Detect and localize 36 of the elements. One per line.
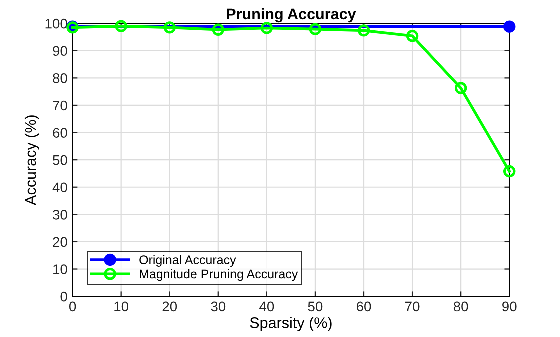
y-tick-label: 80: [53, 74, 68, 84]
y-axis-title: Accuracy (%): [24, 116, 40, 206]
legend-label: Original Accuracy: [140, 255, 236, 267]
y-tick-label: 0: [60, 292, 68, 302]
x-axis-title: Sparsity (%): [250, 317, 332, 332]
point: [164, 22, 176, 34]
legend-label: Magnitude Pruning Accuracy: [140, 269, 298, 282]
y-tick-label: 10: [54, 264, 68, 274]
point: [503, 165, 516, 178]
point: [358, 24, 370, 37]
x-tick-label: 50: [308, 302, 323, 312]
point: [406, 30, 419, 42]
x-tick-label: 80: [454, 302, 468, 312]
y-tick-label: 70: [53, 100, 68, 111]
y-tick-label: 40: [52, 182, 68, 193]
x-tick-label: 90: [502, 302, 517, 312]
chart-title: Pruning Accuracy: [227, 8, 356, 23]
point: [260, 22, 274, 34]
x-tick-label: 60: [356, 302, 372, 312]
point: [454, 82, 468, 94]
y-tick-label: 30: [53, 210, 68, 220]
x-tick-label: 0: [69, 302, 76, 312]
x-tick-label: 70: [406, 302, 420, 312]
y-tick-label: 100: [46, 18, 68, 29]
x-tick-label: 40: [260, 302, 274, 312]
y-tick-label: 60: [53, 128, 68, 138]
point: [309, 23, 322, 36]
point: [503, 20, 516, 33]
y-tick-label: 90: [53, 46, 68, 56]
point: [115, 20, 128, 32]
x-tick-label: 30: [211, 302, 226, 312]
y-tick-label: 20: [53, 237, 68, 248]
x-tick-label: 10: [114, 302, 129, 312]
x-tick-label: 20: [162, 302, 178, 312]
point: [212, 24, 225, 36]
y-tick-label: 50: [53, 155, 68, 166]
